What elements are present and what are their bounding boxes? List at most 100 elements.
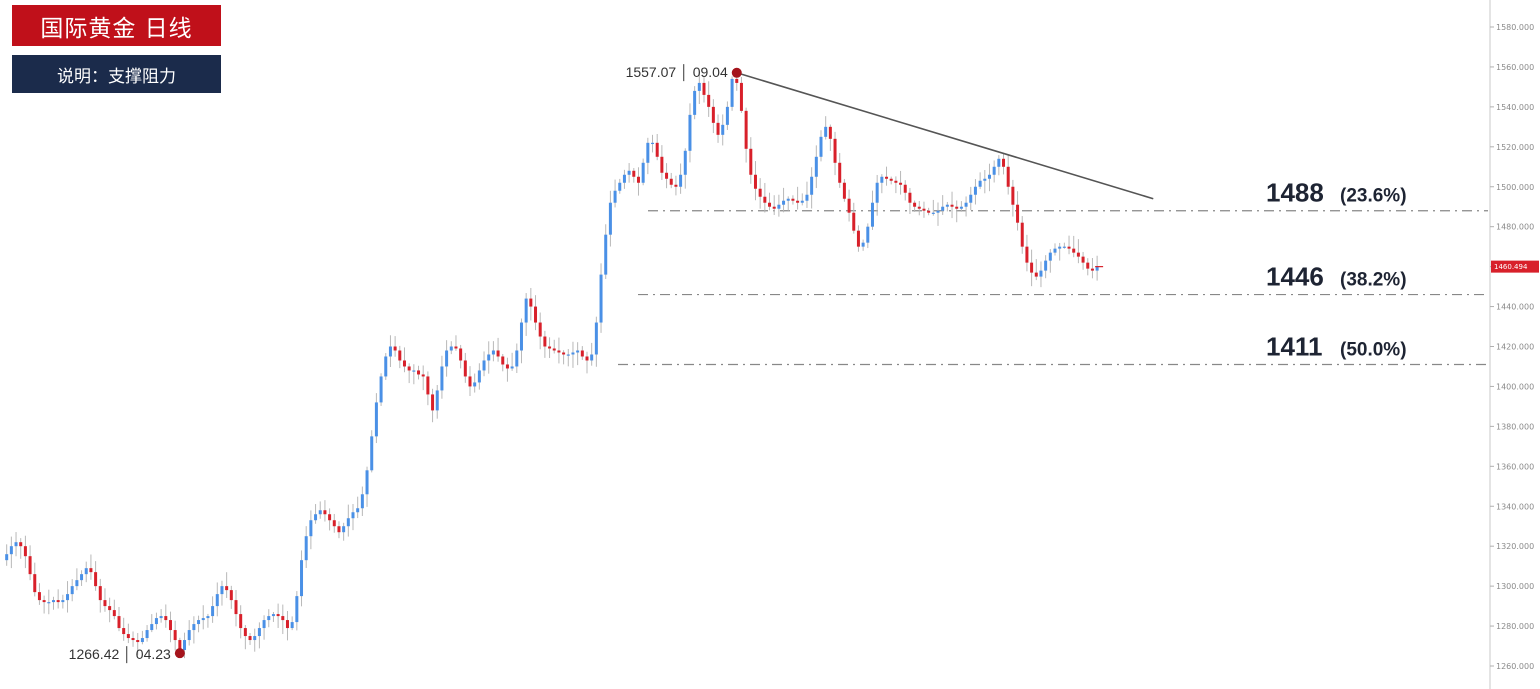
candle-body: [899, 182, 903, 185]
candle-body: [1086, 262, 1090, 269]
candle-body: [856, 230, 860, 247]
candle-body: [187, 630, 191, 641]
candle-body: [833, 138, 837, 163]
candle-body: [889, 178, 893, 181]
candle-body: [618, 182, 622, 191]
candle-body: [828, 126, 832, 139]
candle-body: [1025, 246, 1029, 263]
candle-body: [922, 208, 926, 211]
candle-body: [253, 636, 257, 641]
candle-body: [1016, 204, 1020, 223]
candle-body: [51, 600, 55, 603]
candle-body: [875, 182, 879, 203]
candle-body: [702, 82, 706, 95]
axis-tick-label: 1420.000: [1496, 343, 1534, 352]
candle-body: [94, 572, 98, 587]
candle-body: [1053, 248, 1057, 253]
candle-body: [510, 366, 514, 369]
candle-body: [435, 390, 439, 411]
candle-body: [819, 136, 823, 157]
candle-body: [725, 106, 729, 125]
candle-body: [950, 204, 954, 207]
candle-body: [739, 82, 743, 111]
candle-body: [969, 194, 973, 203]
candle-body: [903, 184, 907, 193]
candle-body: [332, 520, 336, 527]
candle-body: [796, 200, 800, 203]
candle-body: [505, 364, 509, 369]
candle-body: [824, 126, 828, 137]
candle-body: [646, 142, 650, 163]
candle-body: [1044, 260, 1048, 271]
candle-body: [66, 594, 70, 601]
candle-body: [861, 242, 865, 247]
candle-body: [388, 346, 392, 357]
candle-body: [838, 162, 842, 183]
candle-body: [173, 630, 177, 641]
candle-body: [641, 162, 645, 183]
candle-body: [398, 350, 402, 361]
candle-body: [1081, 256, 1085, 263]
candle-body: [880, 176, 884, 183]
candle-body: [576, 350, 580, 353]
candle-body: [1072, 248, 1076, 253]
candle-body: [37, 592, 41, 601]
candle-body: [852, 212, 856, 231]
candle-body: [201, 618, 205, 621]
candle-body: [314, 514, 318, 521]
candle-body: [562, 352, 566, 355]
candle-body: [192, 624, 196, 631]
candle-body: [978, 180, 982, 187]
candle-body: [655, 142, 659, 157]
candle-body: [529, 298, 533, 307]
candle-body: [262, 620, 266, 629]
candle-body: [842, 182, 846, 199]
candle-body: [660, 156, 664, 173]
candle-body: [688, 114, 692, 151]
high-marker: [731, 67, 742, 78]
candle-body: [402, 360, 406, 367]
candle-body: [117, 616, 121, 629]
candle-body: [786, 198, 790, 201]
candle-body: [229, 590, 233, 601]
candle-body: [693, 90, 697, 115]
candle-body: [590, 354, 594, 361]
candle-body: [351, 512, 355, 519]
axis-tick-label: 1400.000: [1496, 382, 1534, 391]
candle-body: [941, 206, 945, 211]
candle-body: [346, 518, 350, 527]
candle-body: [580, 350, 584, 357]
candle-body: [683, 150, 687, 175]
candle-body: [1002, 158, 1006, 167]
candle-body: [417, 370, 421, 375]
candle-body: [1030, 262, 1034, 273]
candle-body: [80, 574, 84, 581]
candle-body: [248, 636, 252, 641]
candle-body: [744, 110, 748, 149]
candle-body: [421, 374, 425, 377]
candle-body: [697, 82, 701, 91]
axis-tick-label: 1540.000: [1496, 103, 1534, 112]
candle-body: [534, 306, 538, 323]
candle-body: [14, 542, 18, 547]
candle-body: [669, 178, 673, 185]
candle-body: [1058, 246, 1062, 249]
axis-tick-label: 1520.000: [1496, 143, 1534, 152]
candle-body: [1067, 246, 1071, 249]
candle-body: [973, 186, 977, 195]
candle-body: [585, 356, 589, 361]
candle-body: [365, 470, 369, 495]
candle-body: [959, 206, 963, 209]
candle-body: [178, 640, 182, 651]
candle-body: [328, 514, 332, 521]
candle-body: [234, 600, 238, 615]
candle-body: [215, 594, 219, 607]
candle-body: [1011, 186, 1015, 205]
candle-body: [1062, 246, 1066, 248]
candle-body: [122, 628, 126, 635]
candle-body: [370, 436, 374, 471]
axis-tick-label: 1300.000: [1496, 582, 1534, 591]
trendline-group: 1557.07 │ 09.04 1266.42 │ 04.23: [69, 64, 1154, 664]
candle-body: [19, 542, 23, 547]
candle-body: [791, 198, 795, 201]
